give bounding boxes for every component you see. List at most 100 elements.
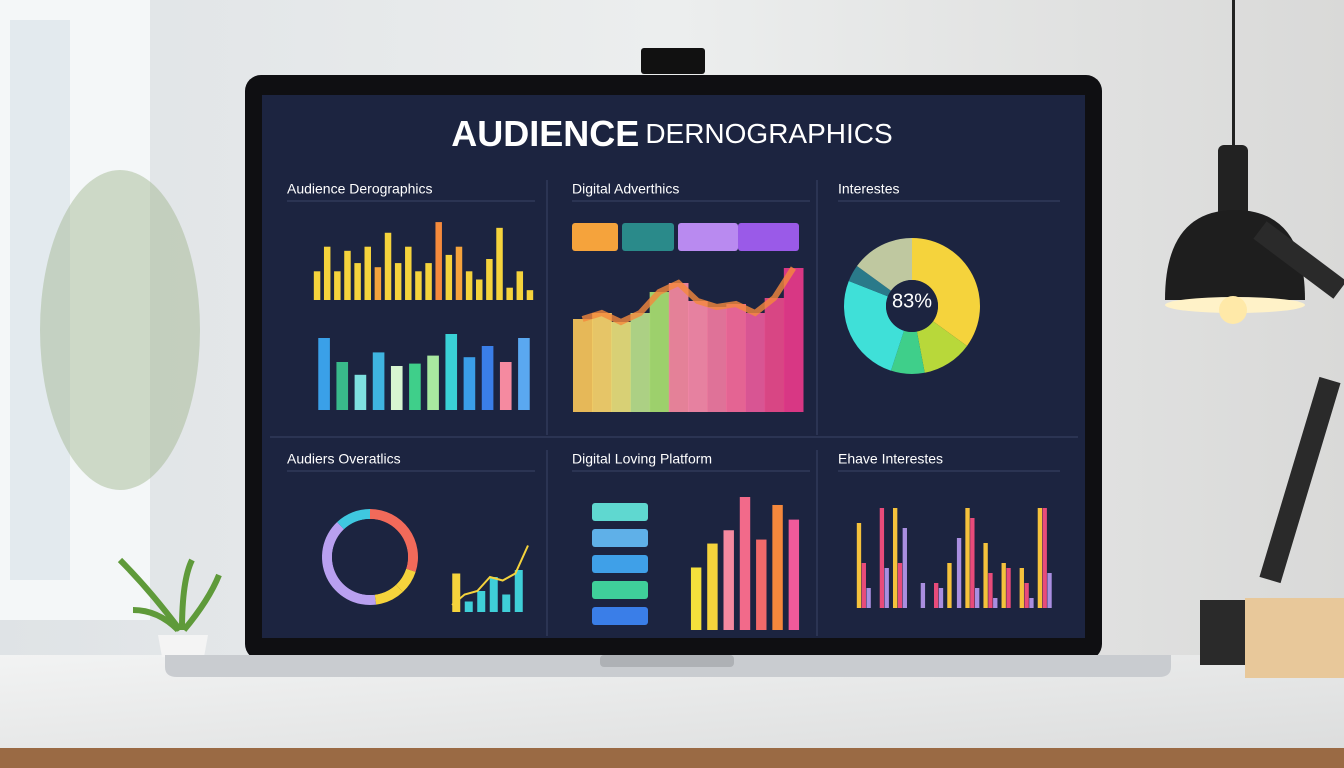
bar [465,271,473,300]
bar [464,601,473,612]
bar [1019,568,1024,608]
panel-title: Digital Adverthics [572,181,679,197]
panel-title: Audiers Overatlics [287,451,401,467]
bar [933,583,939,608]
bar [756,539,767,630]
bar [336,362,349,410]
line [451,545,529,606]
bar [435,222,442,300]
bar [405,246,412,300]
area-column [649,292,670,412]
bar [879,508,885,608]
bar [318,338,330,410]
bar [499,362,512,410]
bar [394,263,402,300]
bar [884,568,889,608]
bar [496,227,503,300]
bar [364,246,371,300]
bar [481,346,494,410]
bar [897,563,903,608]
pie-hole [886,280,938,332]
bar [690,567,702,630]
title-light: DERNOGRAPHICS [645,118,892,149]
bar [975,588,980,608]
bar [993,598,998,608]
bar [372,352,385,410]
area-column [764,298,785,412]
area-column [592,313,612,412]
kpi-chips [572,223,799,251]
bar [409,363,421,410]
window-pane [10,20,70,580]
bar [788,519,800,630]
bar [415,271,422,300]
bar [445,334,458,410]
bar [947,563,952,608]
bar [920,583,926,608]
bar [384,232,392,300]
pie-slice [916,321,968,373]
bar [723,530,734,630]
bar [489,577,498,612]
bar [463,357,476,410]
bar [707,543,718,630]
pie-slice [374,584,403,605]
bar [866,588,871,608]
lamp [1165,0,1344,678]
blurred-plant [40,170,200,490]
panel-title: Interestes [838,181,899,197]
panel-title: Digital Loving Platform [572,451,712,467]
area-column [688,301,708,412]
dashboard-title: AUDIENCE DERNOGRAPHICS [451,113,892,154]
bar [486,259,493,300]
bar [452,573,461,612]
bar [518,338,530,410]
bar [516,271,524,300]
bar [1001,563,1006,608]
pie-slice [856,238,912,291]
bar [526,290,534,300]
plant [117,557,222,657]
bar [856,523,862,608]
bar [390,366,403,410]
bar [323,246,331,300]
bar [772,504,783,630]
bar [965,508,970,608]
area-column [726,304,746,412]
desk-edge [0,748,1344,768]
bar [354,374,367,410]
title-bold: AUDIENCE [451,113,639,154]
pie-slice [844,280,904,371]
bar [354,263,361,300]
bar [445,254,453,300]
pie-center-label: 83% [892,290,932,312]
bar [313,271,321,300]
area-column [783,268,804,412]
bar [739,497,751,630]
bar [970,518,975,608]
panel-title: Ehave Interestes [838,451,943,467]
bar [1029,598,1034,608]
area-column [630,313,651,412]
dividers [270,180,1078,636]
pie-hole [332,519,408,595]
bar [1042,508,1047,608]
bar [502,594,511,612]
bar [1006,568,1011,608]
bar [1037,508,1043,608]
bar [476,279,483,300]
bar [477,591,486,612]
pie-slice [321,522,377,605]
area-column [707,307,727,412]
bar [1047,573,1052,608]
bar [506,287,513,300]
area-column [611,322,631,412]
pie-slice [370,509,418,572]
bar [956,538,962,608]
bar [334,271,341,300]
bar [902,528,907,608]
panel-title: Audience Derographics [287,181,433,197]
area-column [668,283,689,412]
pie-slice [890,330,925,375]
